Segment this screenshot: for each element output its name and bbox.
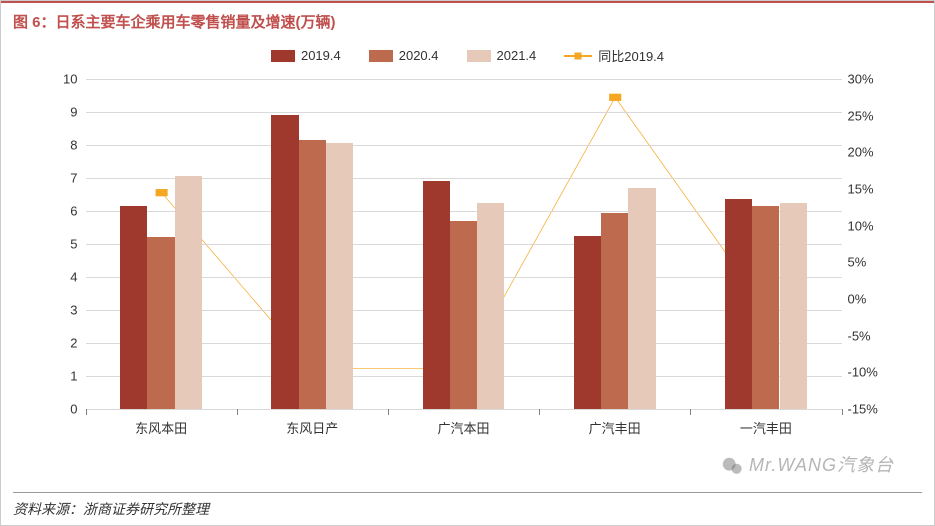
y-left-label: 2: [46, 336, 78, 351]
y-right-label: 20%: [848, 145, 892, 160]
plot-area: 012345678910-15%-10%-5%0%5%10%15%20%25%3…: [86, 79, 842, 409]
bar-2019.4: [271, 115, 298, 409]
bar-2021.4: [477, 203, 504, 409]
y-right-label: 0%: [848, 292, 892, 307]
x-tick: [690, 409, 691, 415]
y-right-label: 15%: [848, 182, 892, 197]
legend-item-2019: 2019.4: [271, 46, 341, 65]
bar-2019.4: [120, 206, 147, 409]
x-tick: [86, 409, 87, 415]
bar-2020.4: [450, 221, 477, 409]
y-left-label: 0: [46, 402, 78, 417]
legend-label: 2021.4: [497, 48, 537, 63]
y-left-label: 8: [46, 138, 78, 153]
gridline: [86, 112, 842, 113]
bar-2021.4: [628, 188, 655, 409]
y-left-label: 9: [46, 105, 78, 120]
x-label: 广汽本田: [437, 418, 489, 437]
y-left-label: 7: [46, 171, 78, 186]
x-tick: [237, 409, 238, 415]
legend: 2019.4 2020.4 2021.4 同比2019.4: [1, 38, 934, 69]
bar-2019.4: [574, 236, 601, 409]
x-label: 一汽丰田: [740, 418, 792, 437]
legend-line-icon: [564, 55, 592, 57]
y-left-label: 4: [46, 270, 78, 285]
line-marker: [155, 189, 167, 196]
y-left-label: 6: [46, 204, 78, 219]
legend-item-line: 同比2019.4: [564, 46, 664, 65]
gridline: [86, 145, 842, 146]
x-tick: [388, 409, 389, 415]
bar-2020.4: [752, 206, 779, 409]
wechat-icon: [721, 455, 743, 477]
legend-label: 同比2019.4: [598, 46, 664, 65]
bar-2020.4: [147, 237, 174, 409]
y-left-label: 1: [46, 369, 78, 384]
watermark-text: Mr.WANG汽象台: [749, 455, 894, 475]
source-row: 资料来源：浙商证券研究所整理: [13, 492, 922, 519]
line-marker: [609, 94, 621, 101]
chart-title: 图 6：日系主要车企乘用车零售销量及增速(万辆): [13, 11, 922, 32]
title-bar: 图 6：日系主要车企乘用车零售销量及增速(万辆): [1, 1, 934, 38]
y-right-label: 30%: [848, 72, 892, 87]
chart-area: 0 1 2 3 4 5 6 7 8 9 10 -15% -10% -5% 0% 5% 10% 15% 20% 25% 3…: [38, 69, 898, 449]
legend-item-2020: 2020.4: [369, 46, 439, 65]
y-right-label: 25%: [848, 108, 892, 123]
y-right-label: 10%: [848, 218, 892, 233]
y-left-label: 3: [46, 303, 78, 318]
x-tick: [842, 409, 843, 415]
x-tick: [539, 409, 540, 415]
bar-2021.4: [326, 143, 353, 409]
bar-2021.4: [175, 176, 202, 409]
bar-2021.4: [780, 203, 807, 409]
legend-label: 2019.4: [301, 48, 341, 63]
x-label: 东风本田: [135, 418, 187, 437]
bar-2019.4: [725, 199, 752, 409]
legend-item-2021: 2021.4: [467, 46, 537, 65]
y-right-label: -10%: [848, 365, 892, 380]
bar-2020.4: [299, 140, 326, 409]
source-text: 资料来源：浙商证券研究所整理: [13, 501, 209, 517]
legend-swatch-icon: [467, 50, 491, 62]
gridline: [86, 79, 842, 80]
chart-figure: 图 6：日系主要车企乘用车零售销量及增速(万辆) 2019.4 2020.4 2…: [0, 0, 935, 526]
x-label: 广汽丰田: [589, 418, 641, 437]
y-right-label: 5%: [848, 255, 892, 270]
watermark: Mr.WANG汽象台: [721, 451, 894, 477]
x-label: 东风日产: [286, 418, 338, 437]
bar-2020.4: [601, 213, 628, 409]
gridline: [86, 409, 842, 410]
y-right-label: -5%: [848, 328, 892, 343]
legend-label: 2020.4: [399, 48, 439, 63]
legend-swatch-icon: [369, 50, 393, 62]
legend-swatch-icon: [271, 50, 295, 62]
y-left-label: 5: [46, 237, 78, 252]
y-right-label: -15%: [848, 402, 892, 417]
bar-2019.4: [423, 181, 450, 409]
y-left-label: 10: [46, 72, 78, 87]
